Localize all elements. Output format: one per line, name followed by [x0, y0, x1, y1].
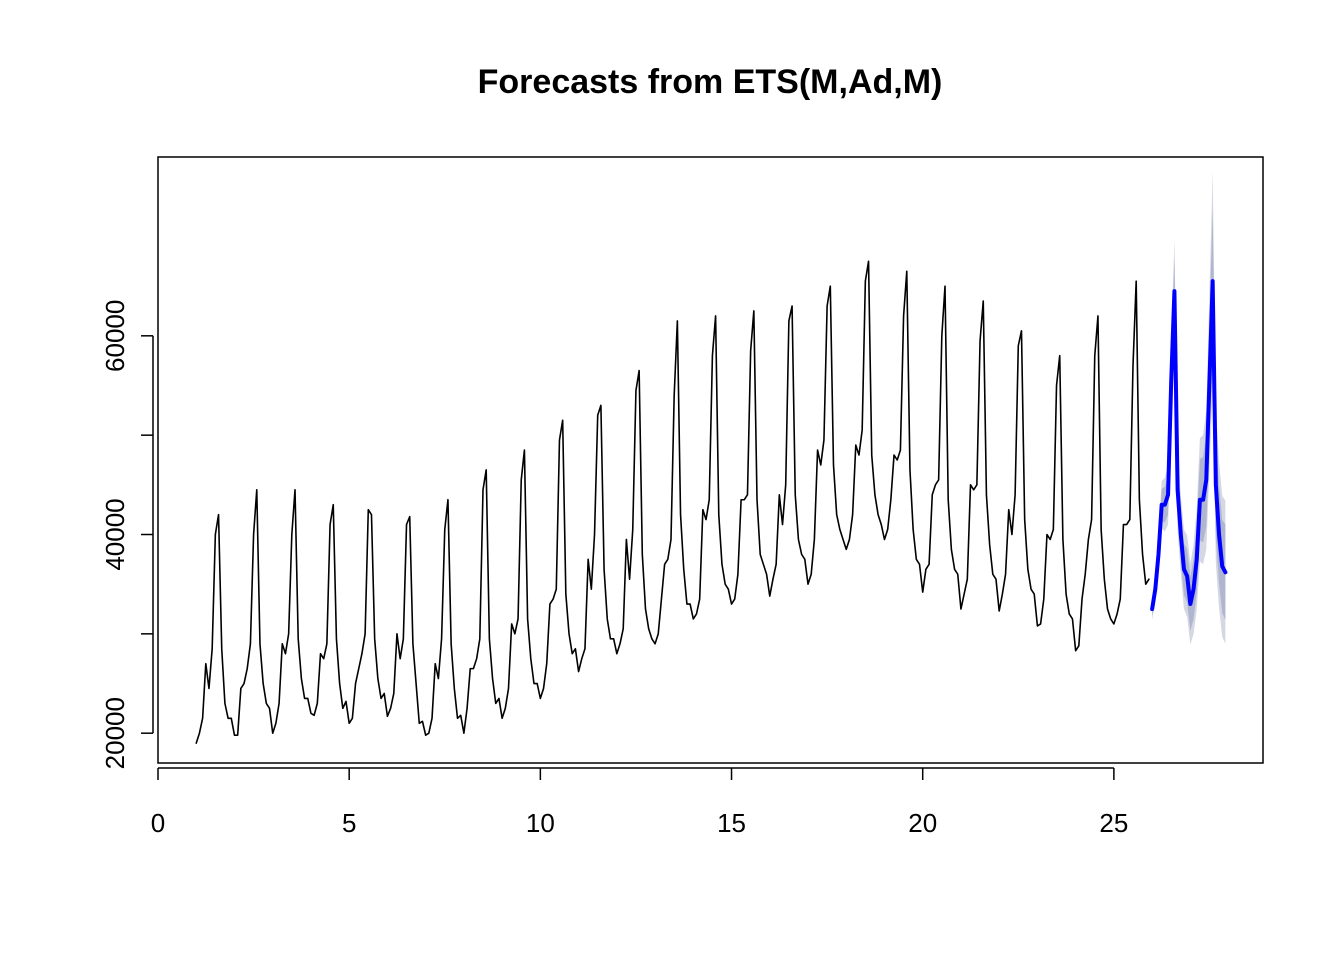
x-tick-label: 15 [717, 808, 746, 838]
x-tick-label: 25 [1099, 808, 1128, 838]
chart-title: Forecasts from ETS(M,Ad,M) [478, 63, 943, 101]
prediction-band-95 [1152, 170, 1226, 645]
forecast-series-line [1150, 279, 1228, 612]
x-tick-label: 20 [908, 808, 937, 838]
y-tick-label: 40000 [100, 498, 130, 570]
x-tick-label: 0 [151, 808, 165, 838]
y-axis: 20000 40000 60000 [100, 300, 154, 769]
observed-series-line [195, 260, 1150, 744]
x-tick-label: 10 [526, 808, 555, 838]
x-tick-label: 5 [342, 808, 356, 838]
x-axis: 0 5 10 15 20 25 [151, 767, 1128, 838]
series-layer [195, 260, 1228, 744]
plot-frame [157, 156, 1264, 764]
y-tick-label: 20000 [100, 697, 130, 769]
prediction-95-band [1152, 170, 1226, 645]
y-tick-label: 60000 [100, 300, 130, 372]
